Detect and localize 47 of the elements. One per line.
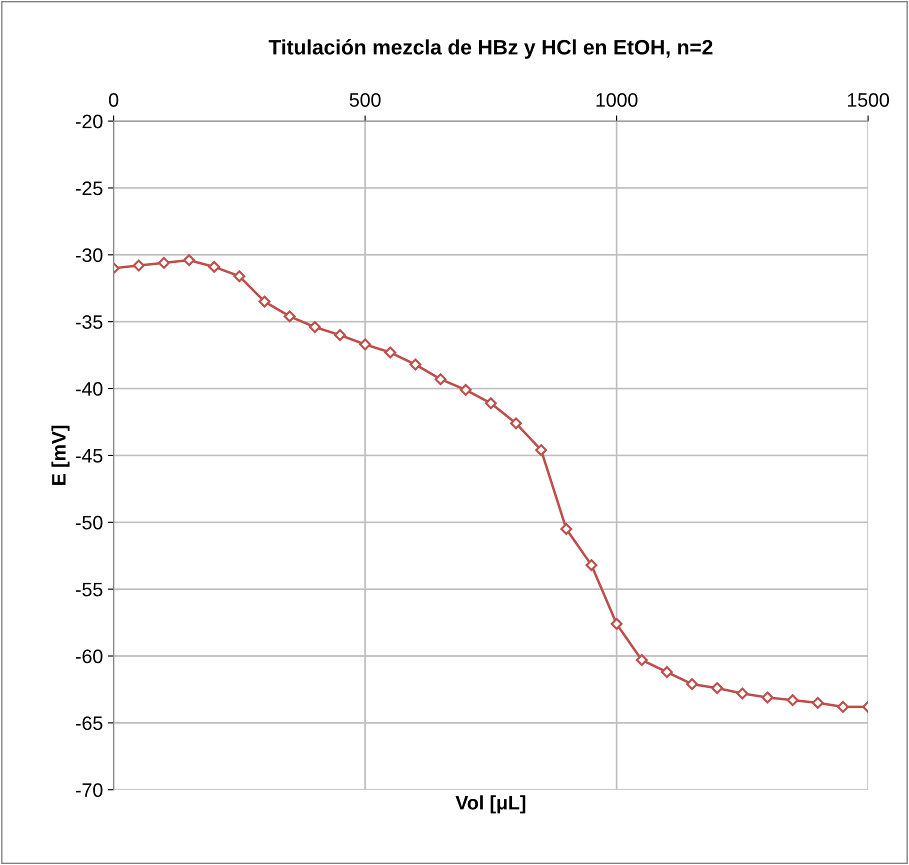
y-tick-label: -25 xyxy=(76,181,102,196)
y-tick-label: -40 xyxy=(76,382,102,396)
point xyxy=(158,256,170,269)
point xyxy=(535,444,548,456)
point xyxy=(359,338,372,350)
x-axis-title: Vol [μL] xyxy=(456,795,526,814)
y-tick-label: -60 xyxy=(76,649,102,664)
y-tick-label: -65 xyxy=(76,716,102,730)
y-tick-label: -45 xyxy=(76,449,102,463)
y-tick-label: -30 xyxy=(76,248,102,262)
point xyxy=(208,260,220,273)
point xyxy=(484,397,497,410)
point xyxy=(384,346,396,358)
point xyxy=(686,678,698,690)
point xyxy=(132,260,145,272)
point xyxy=(510,417,522,430)
point xyxy=(460,384,472,396)
x-tick-label: 0 xyxy=(108,93,118,107)
point xyxy=(409,358,422,370)
point xyxy=(233,270,246,282)
point xyxy=(736,688,748,700)
y-tick-label: -20 xyxy=(76,114,102,128)
point xyxy=(711,682,724,694)
y-tick-label: -70 xyxy=(76,783,102,797)
y-tick-label: -50 xyxy=(76,516,102,530)
point xyxy=(334,329,346,342)
x-tick-label: 500 xyxy=(350,93,381,107)
point xyxy=(636,654,648,666)
y-tick-label: -35 xyxy=(76,315,102,329)
point xyxy=(308,321,321,333)
point xyxy=(786,694,799,706)
point xyxy=(284,310,296,322)
point xyxy=(560,523,572,535)
point xyxy=(586,559,598,572)
point xyxy=(258,296,270,308)
point xyxy=(836,700,849,713)
point xyxy=(610,618,623,630)
chart-title: Titulación mezcla de HBz y HCl en EtOH, n=2 xyxy=(268,39,712,59)
x-tick-label: 1000 xyxy=(596,93,638,107)
point xyxy=(183,254,196,266)
point xyxy=(762,692,774,704)
y-axis-title: E [mV] xyxy=(51,426,70,485)
x-tick-label: 1500 xyxy=(848,93,889,107)
y-tick-label: -55 xyxy=(76,582,102,596)
point xyxy=(660,666,673,678)
point xyxy=(812,696,824,709)
point xyxy=(434,373,447,386)
